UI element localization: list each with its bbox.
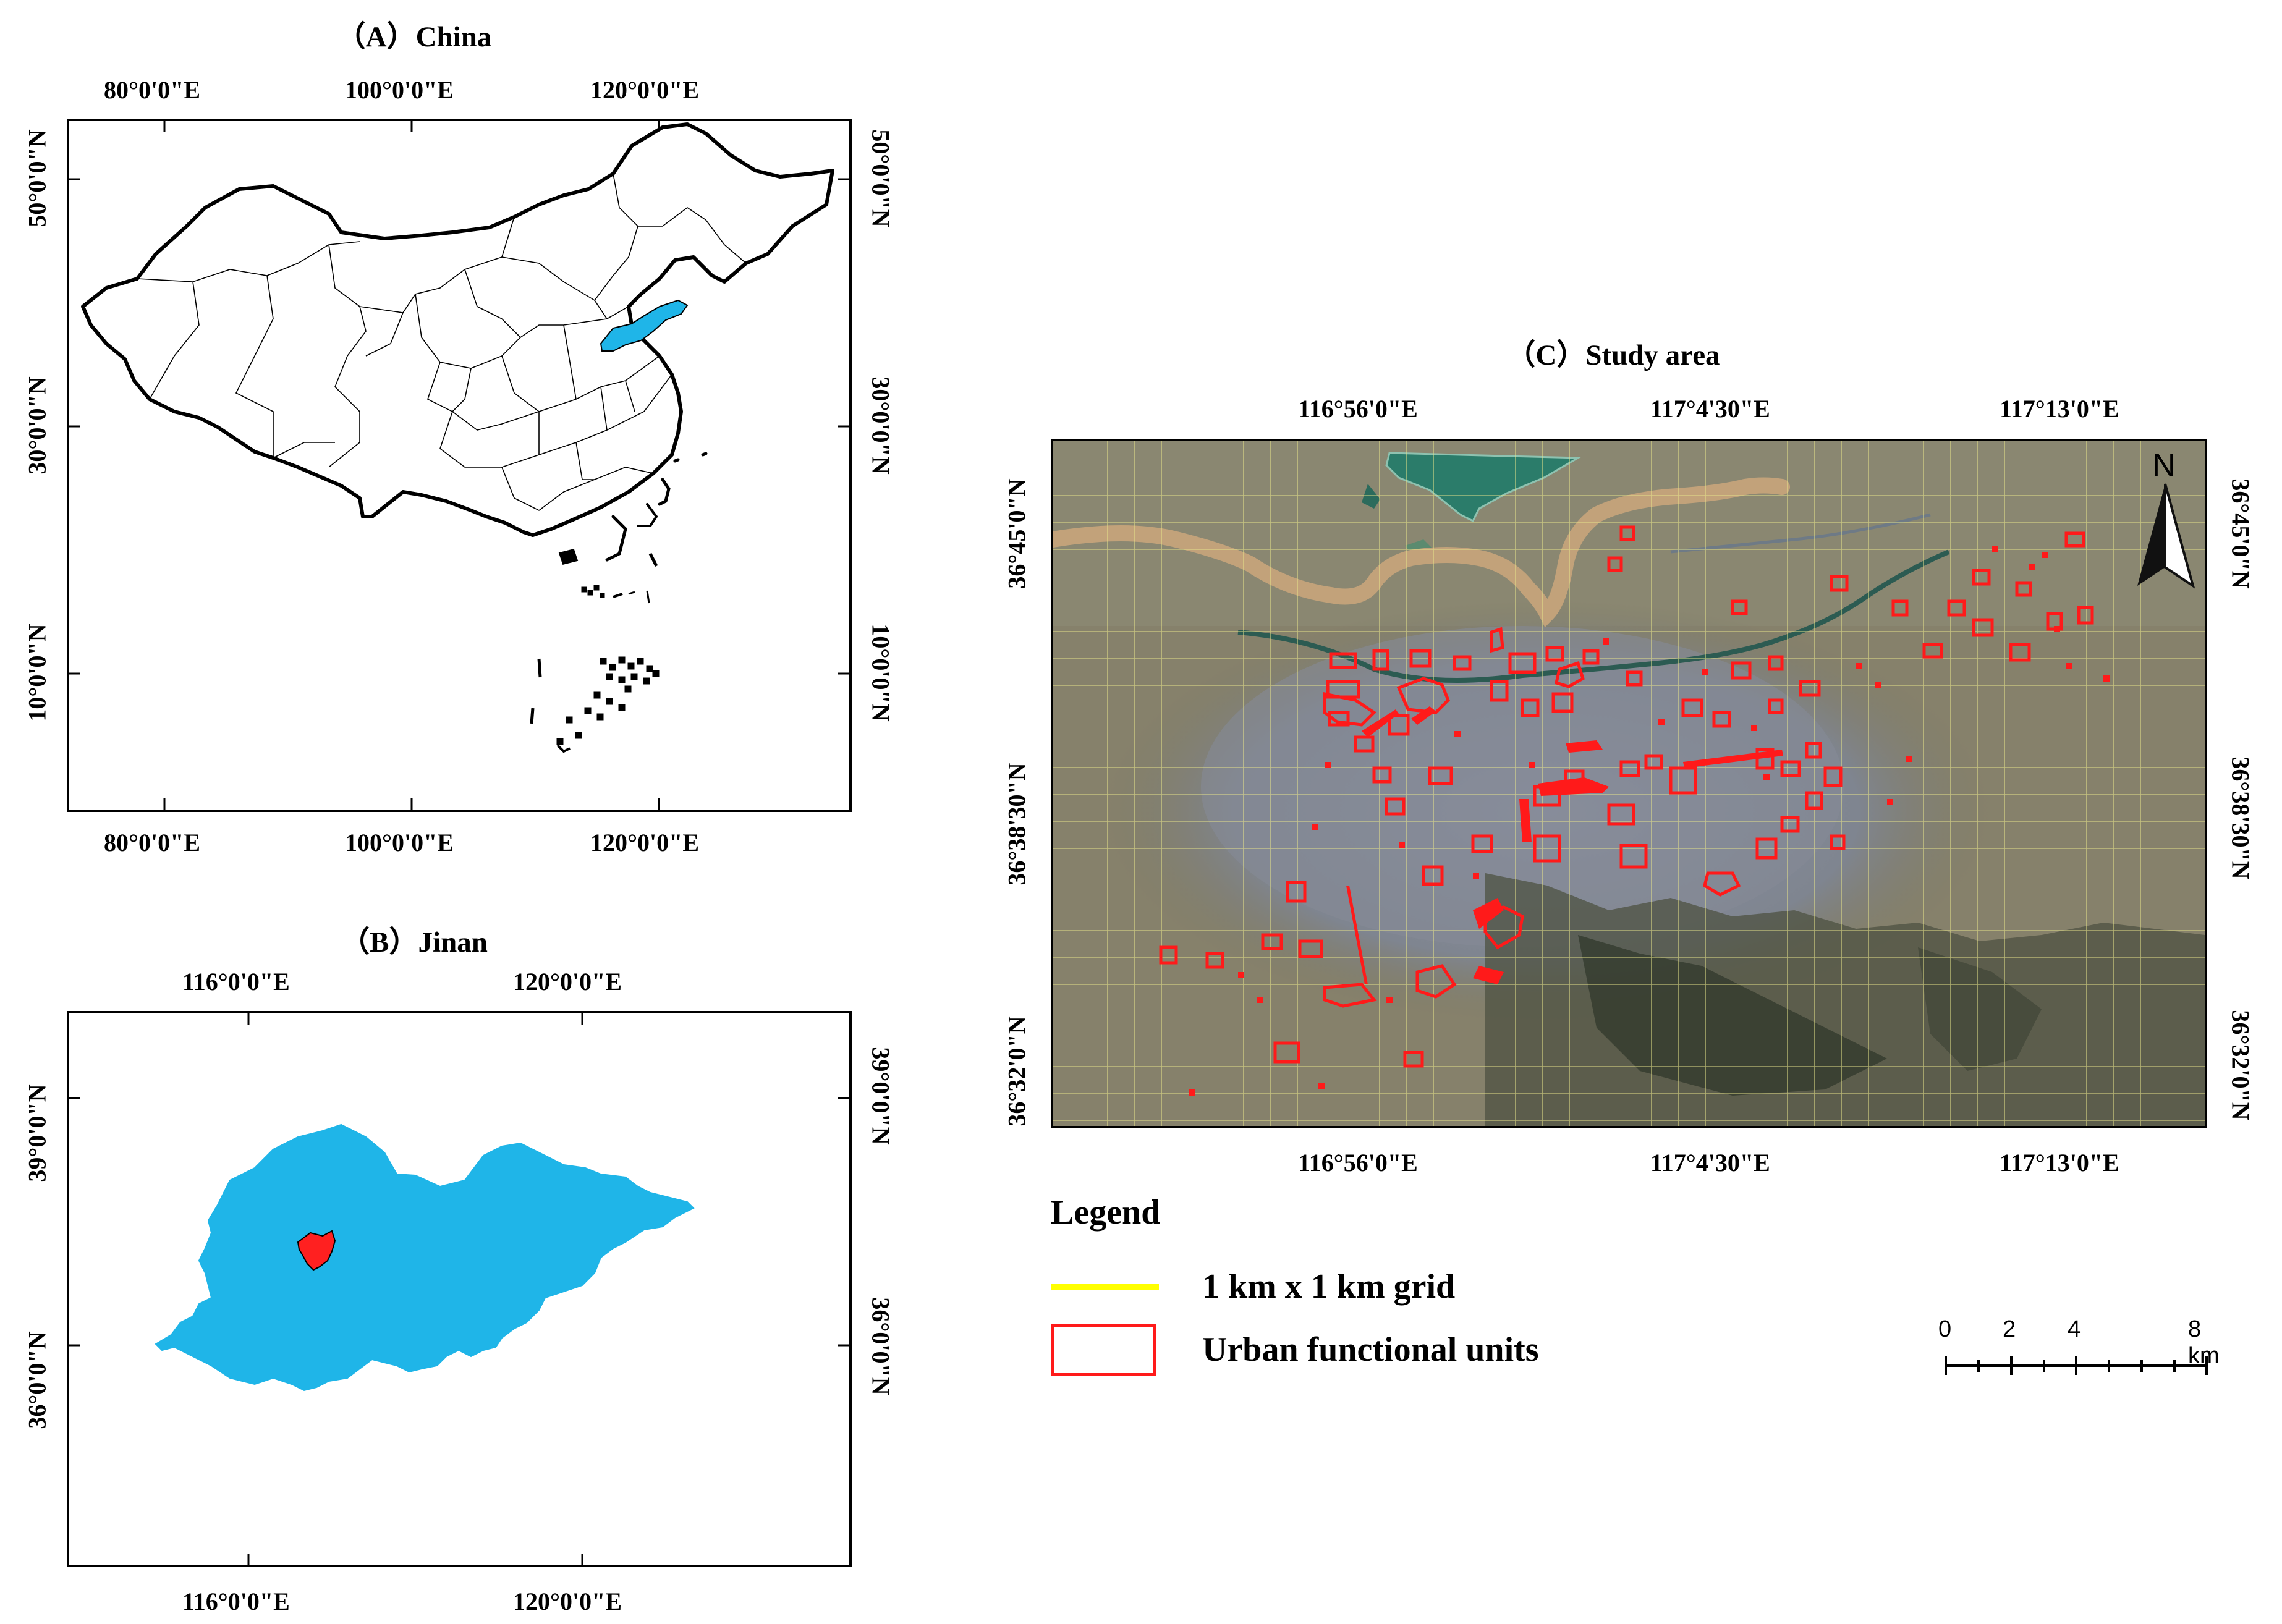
scale-label-4: 4 xyxy=(2068,1316,2081,1342)
panel-a-left-lat-1: 50°0'0"N xyxy=(23,129,51,227)
panel-c-title: （C）Study area xyxy=(1506,339,1720,371)
scale-label-2: 2 xyxy=(2003,1316,2016,1342)
panel-c-right-lat-2: 36°38'30"N xyxy=(2226,756,2255,879)
panel-a-right-lat-2: 30°0'0"N xyxy=(867,376,895,475)
panel-c-top-lon-2: 117°4'30"E xyxy=(1650,395,1770,423)
shandong-province xyxy=(155,1123,695,1392)
china-outline xyxy=(81,122,834,537)
scale-bar: 0 2 4 8 km xyxy=(1935,1316,2220,1390)
province-boundaries xyxy=(137,173,747,511)
panel-b-top-lon-1: 116°0'0"E xyxy=(182,968,290,996)
panel-b-left-lat-1: 39°0'0"N xyxy=(23,1084,51,1182)
panel-a-top-lon-2: 100°0'0"E xyxy=(345,76,454,104)
panel-a-bottom-lon-1: 80°0'0"E xyxy=(104,829,200,856)
north-arrow-icon xyxy=(2137,483,2195,589)
panel-a-bottom-lon-2: 100°0'0"E xyxy=(345,829,454,856)
legend-grid-swatch xyxy=(1051,1284,1159,1290)
panel-a-right-lat-3: 10°0'0"N xyxy=(867,624,895,722)
islands xyxy=(558,452,708,565)
urban-functional-units-filled xyxy=(1189,546,2110,1096)
panel-c-top-lon-3: 117°13'0"E xyxy=(2000,395,2119,423)
panel-c-right-lat-1: 36°45'0"N xyxy=(2226,478,2255,589)
panel-b-bottom-lon-1: 116°0'0"E xyxy=(182,1588,290,1615)
panel-c-bottom-lon-1: 116°56'0"E xyxy=(1298,1149,1418,1177)
legend-units-swatch xyxy=(1051,1324,1156,1376)
panel-b-left-lat-2: 36°0'0"N xyxy=(23,1331,51,1429)
panel-c-left-lat-2: 36°38'30"N xyxy=(1003,763,1031,886)
study-area-imagery xyxy=(1053,441,2205,1126)
north-arrow: N xyxy=(2131,447,2199,595)
study-area-map: N xyxy=(1051,439,2207,1128)
panel-c-left-lat-3: 36°32'0"N xyxy=(1003,1016,1031,1127)
shandong-highlight xyxy=(600,299,689,352)
scale-bar-graphic xyxy=(1945,1356,2208,1375)
panel-c-top-lon-1: 116°56'0"E xyxy=(1298,395,1418,423)
panel-a-title: （A）China xyxy=(336,21,492,53)
panel-b-map-frame xyxy=(67,1011,852,1567)
panel-a-bottom-lon-3: 120°0'0"E xyxy=(590,829,699,856)
scale-label-0: 0 xyxy=(1938,1316,1952,1342)
shandong-map xyxy=(69,1013,849,1565)
north-label: N xyxy=(2152,447,2176,483)
panel-c-left-lat-1: 36°45'0"N xyxy=(1003,478,1031,589)
panel-a-left-lat-2: 30°0'0"N xyxy=(23,376,51,475)
panel-b-right-lat-2: 36°0'0"N xyxy=(867,1297,895,1395)
panel-b-title: （B）Jinan xyxy=(341,926,488,958)
panel-a-right-lat-1: 50°0'0"N xyxy=(867,129,895,227)
panel-b-top-lon-2: 120°0'0"E xyxy=(513,968,622,996)
panel-a-map-frame xyxy=(67,119,852,812)
china-map xyxy=(69,121,849,810)
panel-a-top-lon-3: 120°0'0"E xyxy=(590,76,699,104)
panel-a-top-lon-1: 80°0'0"E xyxy=(104,76,200,104)
jinan-city xyxy=(297,1230,336,1271)
south-china-sea-islands xyxy=(530,552,660,753)
panel-b-right-lat-1: 39°0'0"N xyxy=(867,1047,895,1145)
legend-units-label: Urban functional units xyxy=(1202,1330,1539,1369)
panel-a-left-lat-3: 10°0'0"N xyxy=(23,624,51,722)
panel-c-bottom-lon-3: 117°13'0"E xyxy=(2000,1149,2119,1177)
panel-c-right-lat-3: 36°32'0"N xyxy=(2226,1010,2255,1120)
panel-c-bottom-lon-2: 117°4'30"E xyxy=(1650,1149,1770,1177)
panel-b-bottom-lon-2: 120°0'0"E xyxy=(513,1588,622,1615)
legend-grid-label: 1 km x 1 km grid xyxy=(1202,1267,1456,1306)
legend-title: Legend xyxy=(1051,1193,1161,1232)
